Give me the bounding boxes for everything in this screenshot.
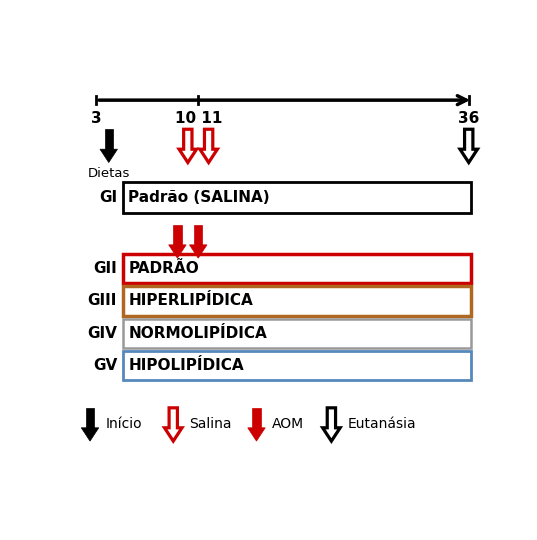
Polygon shape bbox=[81, 428, 99, 441]
Polygon shape bbox=[100, 149, 118, 163]
Polygon shape bbox=[190, 245, 207, 258]
Text: GII: GII bbox=[93, 261, 117, 276]
Polygon shape bbox=[248, 428, 265, 441]
Text: 3: 3 bbox=[91, 111, 101, 125]
Text: HIPERLIPÍDICA: HIPERLIPÍDICA bbox=[128, 293, 253, 308]
Text: GIII: GIII bbox=[88, 293, 117, 308]
Polygon shape bbox=[194, 225, 202, 245]
Text: Salina: Salina bbox=[189, 417, 231, 431]
Polygon shape bbox=[105, 129, 113, 149]
Text: NORMOLIPÍDICA: NORMOLIPÍDICA bbox=[128, 326, 267, 341]
Text: Dietas: Dietas bbox=[88, 167, 130, 180]
Bar bbox=[124, 352, 471, 380]
Polygon shape bbox=[169, 245, 186, 258]
Polygon shape bbox=[252, 408, 260, 428]
Text: Padrão (SALINA): Padrão (SALINA) bbox=[128, 191, 270, 205]
Bar bbox=[124, 286, 471, 315]
Text: HIPOLIPÍDICA: HIPOLIPÍDICA bbox=[128, 359, 244, 373]
Text: GV: GV bbox=[93, 359, 117, 373]
Bar bbox=[124, 319, 471, 348]
Text: Eutanásia: Eutanásia bbox=[347, 417, 416, 431]
Polygon shape bbox=[86, 408, 94, 428]
Text: PADRÃO: PADRÃO bbox=[128, 261, 199, 276]
Bar bbox=[124, 254, 471, 283]
Polygon shape bbox=[173, 225, 182, 245]
Bar bbox=[124, 183, 471, 213]
Text: AOM: AOM bbox=[272, 417, 304, 431]
Text: GI: GI bbox=[99, 191, 117, 205]
Text: Início: Início bbox=[106, 417, 142, 431]
Text: 36: 36 bbox=[458, 111, 480, 125]
Text: GIV: GIV bbox=[87, 326, 117, 341]
Text: 10 11: 10 11 bbox=[175, 111, 222, 125]
